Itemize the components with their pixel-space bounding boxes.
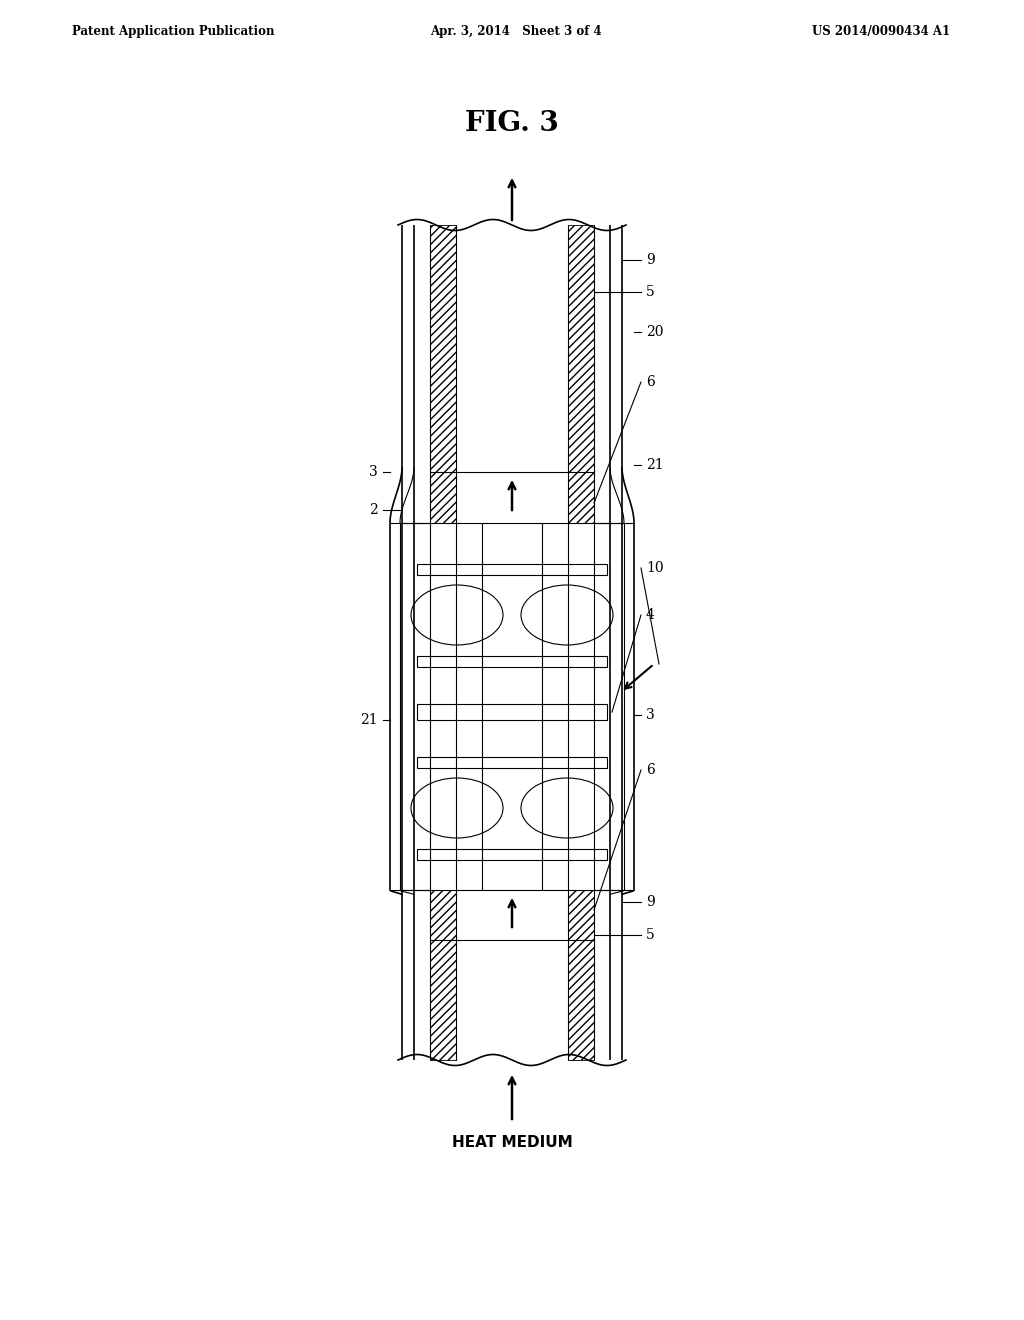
Bar [417,756,607,767]
Ellipse shape [521,585,613,645]
Bar [430,890,456,940]
Bar [568,890,594,940]
Text: FIG. 3: FIG. 3 [465,110,559,137]
Bar [430,224,456,473]
Text: 20: 20 [646,325,664,339]
Text: 9: 9 [646,253,654,267]
Text: 5: 5 [646,928,654,942]
Text: HEAT MEDIUM: HEAT MEDIUM [452,1135,572,1150]
Text: 9: 9 [646,895,654,909]
Text: 2: 2 [370,503,378,517]
Bar [568,940,594,1060]
Text: 21: 21 [360,713,378,727]
Text: 6: 6 [646,763,654,777]
Bar [417,656,607,667]
Text: 3: 3 [370,465,378,479]
Ellipse shape [521,777,613,838]
Ellipse shape [411,585,503,645]
Ellipse shape [411,777,503,838]
Text: US 2014/0090434 A1: US 2014/0090434 A1 [812,25,950,38]
Text: 3: 3 [646,708,654,722]
Text: 10: 10 [646,561,664,576]
Text: 4: 4 [646,609,655,622]
Bar [430,940,456,1060]
Bar [568,473,594,523]
Text: 6: 6 [646,375,654,389]
Text: 5: 5 [646,285,654,300]
Bar [568,224,594,473]
Text: 21: 21 [646,458,664,473]
Bar [417,704,607,719]
Text: Apr. 3, 2014   Sheet 3 of 4: Apr. 3, 2014 Sheet 3 of 4 [430,25,602,38]
Text: Patent Application Publication: Patent Application Publication [72,25,274,38]
Bar [417,564,607,574]
Bar [417,849,607,859]
Bar [430,473,456,523]
